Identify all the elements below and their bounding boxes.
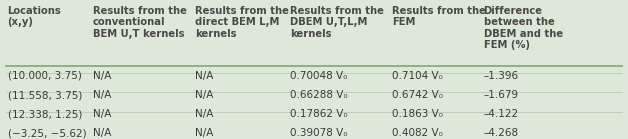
- Text: (12.338, 1.25): (12.338, 1.25): [8, 109, 82, 119]
- Text: N/A: N/A: [93, 128, 111, 138]
- Text: N/A: N/A: [93, 71, 111, 81]
- Text: (10.000, 3.75): (10.000, 3.75): [8, 71, 82, 81]
- Text: 0.7104 V₀: 0.7104 V₀: [392, 71, 443, 81]
- Text: –1.396: –1.396: [484, 71, 519, 81]
- Text: 0.6742 V₀: 0.6742 V₀: [392, 90, 443, 100]
- Text: 0.39078 V₀: 0.39078 V₀: [290, 128, 348, 138]
- Text: N/A: N/A: [93, 90, 111, 100]
- Text: 0.70048 V₀: 0.70048 V₀: [290, 71, 347, 81]
- Text: –1.679: –1.679: [484, 90, 519, 100]
- Text: 0.4082 V₀: 0.4082 V₀: [392, 128, 443, 138]
- Text: Locations
(x,y): Locations (x,y): [8, 6, 62, 27]
- Text: 0.1863 V₀: 0.1863 V₀: [392, 109, 443, 119]
- Text: Difference
between the
DBEM and the
FEM (%): Difference between the DBEM and the FEM …: [484, 6, 563, 50]
- Text: (11.558, 3.75): (11.558, 3.75): [8, 90, 82, 100]
- Text: 0.17862 V₀: 0.17862 V₀: [290, 109, 348, 119]
- Text: Results from the
conventional
BEM U,T kernels: Results from the conventional BEM U,T ke…: [93, 6, 187, 39]
- Text: Results from the
FEM: Results from the FEM: [392, 6, 486, 27]
- Text: Results from the
direct BEM L,M
kernels: Results from the direct BEM L,M kernels: [195, 6, 288, 39]
- Text: Results from the
DBEM U,T,L,M
kernels: Results from the DBEM U,T,L,M kernels: [290, 6, 384, 39]
- Text: N/A: N/A: [195, 128, 213, 138]
- Text: N/A: N/A: [195, 71, 213, 81]
- Text: (−3.25, −5.62): (−3.25, −5.62): [8, 128, 86, 138]
- Text: –4.268: –4.268: [484, 128, 519, 138]
- Text: N/A: N/A: [195, 90, 213, 100]
- Text: N/A: N/A: [93, 109, 111, 119]
- Text: 0.66288 V₀: 0.66288 V₀: [290, 90, 348, 100]
- Text: N/A: N/A: [195, 109, 213, 119]
- Text: –4.122: –4.122: [484, 109, 519, 119]
